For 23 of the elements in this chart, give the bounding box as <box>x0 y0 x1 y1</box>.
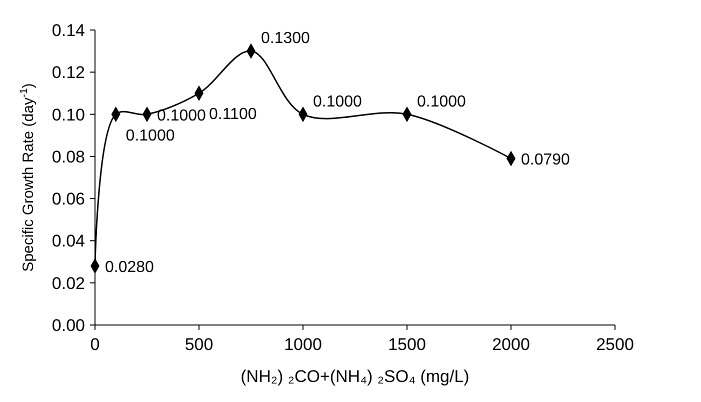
x-axis-title: (NH₂) ₂CO+(NH₄) ₂SO₄ (mg/L) <box>240 367 470 386</box>
x-tick-label: 0 <box>90 335 100 354</box>
data-label: 0.1000 <box>157 107 206 124</box>
x-tick-label: 2000 <box>492 335 530 354</box>
y-tick-label: 0.06 <box>52 190 85 209</box>
data-label: 0.0790 <box>521 152 570 169</box>
y-tick-label: 0.00 <box>52 316 85 335</box>
y-tick-label: 0.02 <box>52 274 85 293</box>
y-tick-label: 0.04 <box>52 232 85 251</box>
data-label: 0.1000 <box>126 127 175 144</box>
data-label: 0.0280 <box>105 259 154 276</box>
y-tick-label: 0.12 <box>52 63 85 82</box>
x-tick-label: 1500 <box>388 335 426 354</box>
x-tick-label: 2500 <box>596 335 634 354</box>
data-label: 0.1000 <box>417 93 466 110</box>
y-tick-label: 0.14 <box>52 21 85 40</box>
x-tick-label: 1000 <box>284 335 322 354</box>
data-label: 0.1000 <box>313 93 362 110</box>
x-tick-label: 500 <box>184 335 214 354</box>
data-label: 0.1300 <box>261 30 310 48</box>
data-label: 0.1100 <box>209 106 257 124</box>
y-tick-label: 0.08 <box>52 147 85 166</box>
y-tick-label: 0.10 <box>52 105 85 124</box>
